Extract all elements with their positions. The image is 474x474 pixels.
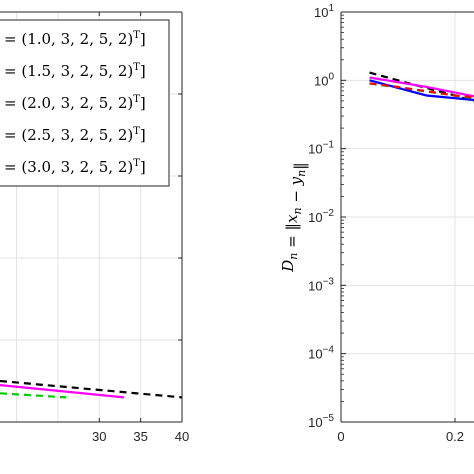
y-axis-label: Dn = ‖xn − yn‖ xyxy=(279,162,309,272)
y-tick-label: 100 xyxy=(314,71,334,88)
series-line-left-1 xyxy=(0,384,125,399)
x-tick-label: 30 xyxy=(92,429,106,444)
y-tick-label: 10−1 xyxy=(308,140,334,157)
legend-entry: = (1.0, 3, 2, 5, 2)T] xyxy=(4,30,146,48)
x-tick-label: 40 xyxy=(175,429,189,444)
y-tick-label: 10−3 xyxy=(308,276,334,293)
series-line-left-0 xyxy=(0,379,183,399)
series-line-right-3 xyxy=(369,79,474,102)
x-tick-label: 35 xyxy=(133,429,147,444)
y-tick-label: 10−5 xyxy=(308,413,334,430)
right-plot-area xyxy=(369,71,474,103)
legend-entry: = (1.5, 3, 2, 5, 2)T] xyxy=(4,62,146,80)
y-tick-label: 101 xyxy=(314,3,334,20)
y-tick-label: 10−2 xyxy=(308,208,334,225)
series-line-right-1 xyxy=(369,76,474,98)
x-tick-label: 0.2 xyxy=(446,429,464,444)
legend-entry: = (2.0, 3, 2, 5, 2)T] xyxy=(4,94,146,112)
y-tick-label: 10−4 xyxy=(308,345,334,362)
legend-box xyxy=(0,19,170,187)
left-panel: 30 35 40 = (1.0, 3, 2, 5, 2)T] = (1.5, 3, 2,… xyxy=(0,11,189,444)
x-tick-label: 0 xyxy=(337,429,344,444)
legend-entry: = (2.5, 3, 2, 5, 2)T] xyxy=(4,126,146,144)
series-line-right-0 xyxy=(369,71,474,103)
right-panel: 00.20.410110010−110−210−310−410−5Dn = ‖x… xyxy=(279,3,474,444)
series-line-left-2 xyxy=(0,392,67,399)
legend-entry: = (3.0, 3, 2, 5, 2)T] xyxy=(4,158,146,176)
